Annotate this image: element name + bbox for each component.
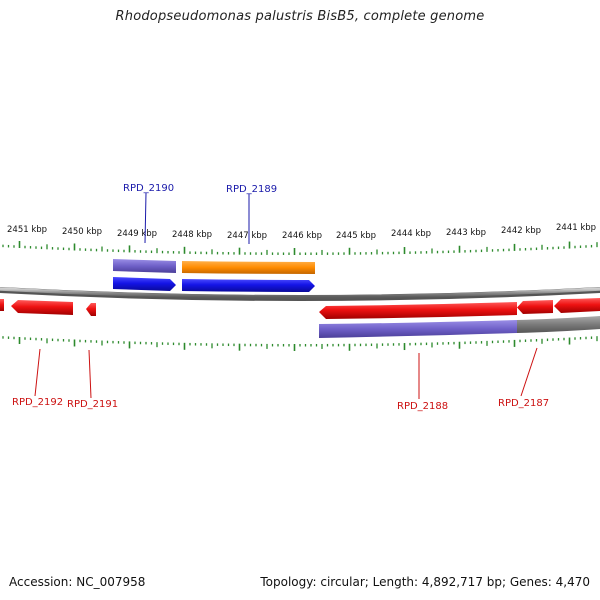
rpd-2190-rna-bar[interactable]	[113, 259, 176, 273]
genome-backbone-highlight	[0, 287, 600, 299]
tick-label-2446: 2446 kbp	[282, 231, 322, 241]
rpd-2191-label[interactable]: RPD_2191	[67, 399, 118, 410]
rpd-2192-label[interactable]: RPD_2192	[12, 397, 63, 408]
rpd-2193-cds-arrow[interactable]	[0, 299, 4, 311]
rpd-2189-cds-arrow[interactable]	[182, 279, 315, 292]
reverse-features	[0, 298, 600, 338]
rpd-2191-leader	[88, 349, 92, 399]
tick-label-2442: 2442 kbp	[501, 226, 541, 236]
tick-label-2441: 2441 kbp	[556, 223, 596, 233]
rpd-2188-pseudo-bar[interactable]	[517, 316, 600, 333]
rpd-2188-rna-bar[interactable]	[319, 320, 517, 338]
rpd-2188-cds-arrow[interactable]	[319, 302, 517, 319]
rpd-2187-cds-arrow[interactable]	[517, 300, 553, 314]
tick-label-2450: 2450 kbp	[62, 227, 102, 237]
rpd-2191-cds-arrow[interactable]	[86, 303, 96, 316]
forward-features	[113, 259, 315, 292]
tick-label-2447: 2447 kbp	[227, 231, 267, 241]
rpd-2186-cds-arrow[interactable]	[554, 298, 600, 313]
rpd-2192-leader	[34, 348, 41, 397]
rpd-2190-label[interactable]: RPD_2190	[123, 183, 174, 194]
tick-labels: 2451 kbp 2450 kbp 2449 kbp 2448 kbp 2447…	[7, 223, 596, 241]
tick-label-2448: 2448 kbp	[172, 230, 212, 240]
inner-tick-ring	[2, 336, 598, 351]
map-title: Rhodopseudomonas palustris BisB5, comple…	[115, 9, 485, 24]
rpd-2190-leader	[144, 192, 147, 244]
accession-label: Accession: NC_007958	[9, 575, 146, 589]
rpd-2187-leader	[520, 347, 538, 397]
tick-label-2444: 2444 kbp	[391, 229, 431, 239]
genome-info-label: Topology: circular; Length: 4,892,717 bp…	[260, 575, 590, 589]
rpd-2190-cds-arrow[interactable]	[113, 277, 176, 291]
rpd-2188-label[interactable]: RPD_2188	[397, 401, 448, 412]
tick-label-2449: 2449 kbp	[117, 229, 157, 239]
rpd-2189-orange-bar[interactable]	[182, 261, 315, 274]
tick-label-2451: 2451 kbp	[7, 225, 47, 235]
rpd-2189-label[interactable]: RPD_2189	[226, 184, 277, 195]
rpd-2192-cds-arrow[interactable]	[11, 300, 73, 315]
rpd-2187-label[interactable]: RPD_2187	[498, 398, 549, 409]
outer-tick-ring	[2, 241, 598, 255]
tick-label-2445: 2445 kbp	[336, 231, 376, 241]
tick-label-2443: 2443 kbp	[446, 228, 486, 238]
